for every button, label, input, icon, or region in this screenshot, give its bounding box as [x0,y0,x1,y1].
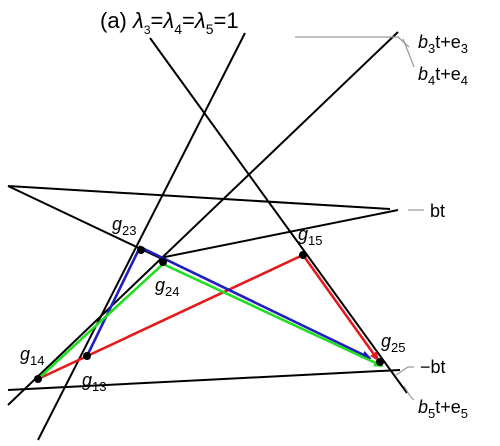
label-g25: g25 [381,331,405,355]
red-path [37,253,380,381]
leader-lines [295,36,424,401]
line-b5 [149,37,408,394]
title-lambda: λ [132,8,144,33]
leader-neg-bt [395,366,414,376]
node-g13 [83,352,91,360]
line-labels: b3t+e3 b4t+e4 bt −bt b5t+e5 [418,32,468,421]
node-g15 [299,251,307,259]
label-g24: g24 [155,275,179,299]
node-g23 [137,246,145,254]
label-neg-bt: −bt [420,357,446,377]
point-labels: g23 g24 g15 g14 g13 g25 [20,214,405,394]
label-g14: g14 [20,344,44,368]
leader-b5 [403,385,415,401]
label-g15: g15 [298,224,322,248]
label-bt: bt [430,201,445,221]
node-g24 [159,258,167,266]
node-g25 [376,358,384,366]
lines [7,31,408,441]
label-b3: b3t+e3 [418,32,468,56]
line-b4 [7,31,399,406]
label-g13: g13 [82,370,106,394]
line-bt [7,185,391,210]
node-g14 [34,375,42,383]
line-b3 [37,32,246,441]
line-neg-bt [7,369,401,391]
label-g23: g23 [112,214,136,238]
nodes [34,246,384,383]
label-b5: b5t+e5 [418,397,468,421]
leader-b4 [402,38,415,68]
label-b4: b4t+e4 [418,64,468,88]
diagram-title: (a) λ3=λ4=λ5=1 [100,8,239,37]
paths [37,245,384,381]
